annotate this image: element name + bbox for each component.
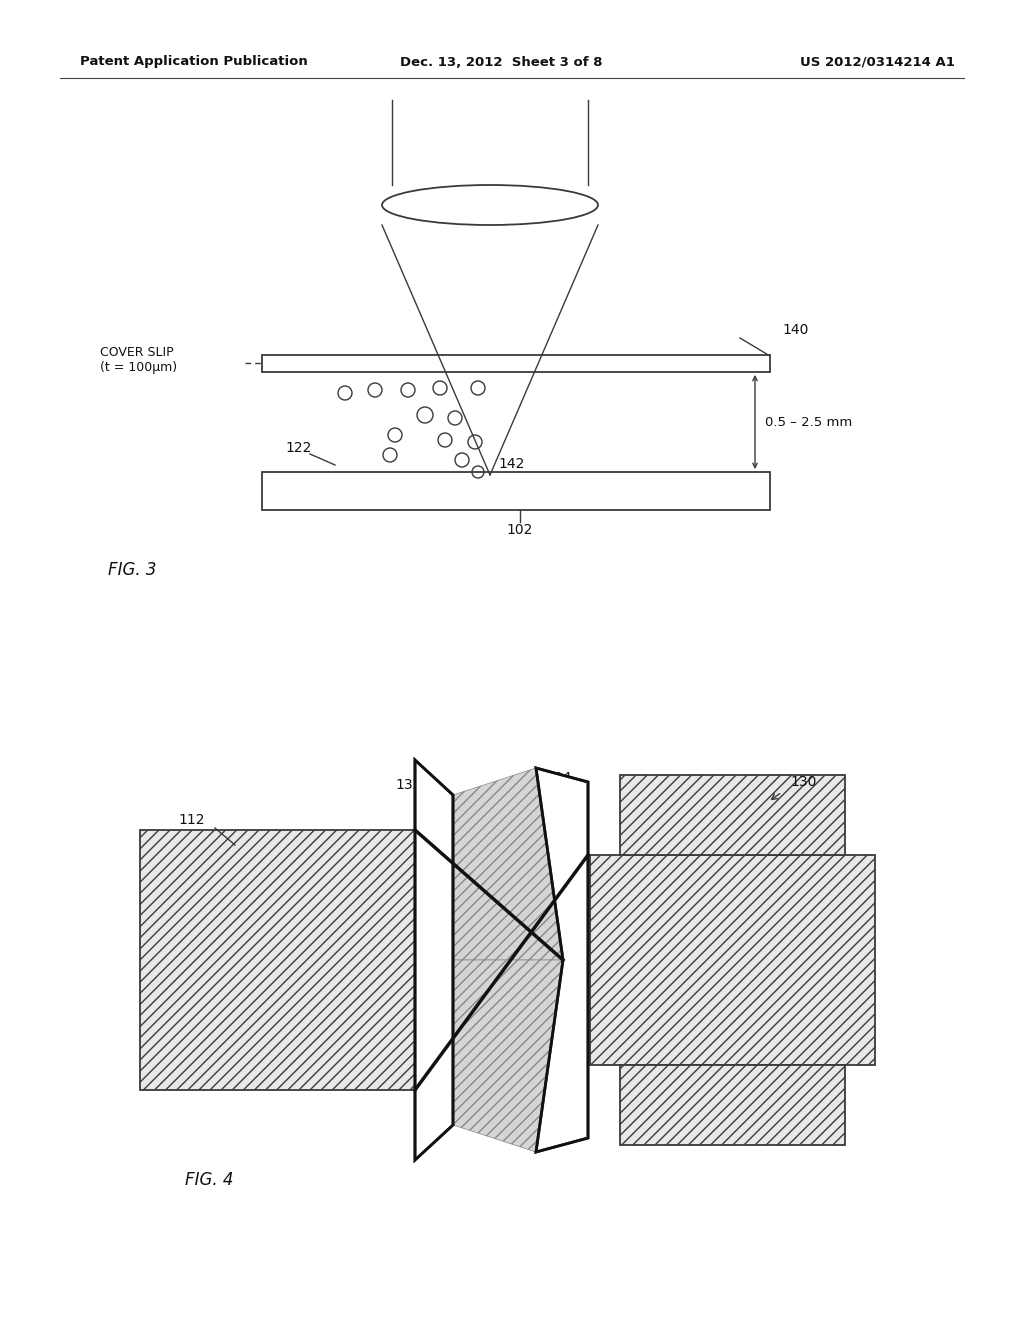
Text: 112: 112 (178, 813, 205, 828)
Bar (620, 1065, 845, 1144)
Bar (590, 855, 874, 1065)
Bar (620, 775, 845, 855)
Text: US 2012/0314214 A1: US 2012/0314214 A1 (800, 55, 954, 69)
Text: 132: 132 (395, 777, 421, 792)
Text: FIG. 4: FIG. 4 (185, 1171, 233, 1189)
Text: Patent Application Publication: Patent Application Publication (80, 55, 308, 69)
Polygon shape (415, 760, 453, 1160)
Text: 140: 140 (782, 323, 808, 337)
Polygon shape (415, 960, 588, 1152)
Text: 134: 134 (545, 771, 571, 785)
Text: 142: 142 (498, 457, 524, 471)
Bar (262, 355, 770, 372)
Polygon shape (415, 768, 588, 960)
Bar (262, 473, 770, 510)
Text: 130: 130 (790, 775, 816, 789)
Text: 0.5 – 2.5 mm: 0.5 – 2.5 mm (765, 416, 852, 429)
Polygon shape (536, 768, 588, 1152)
Text: FIG. 3: FIG. 3 (108, 561, 157, 579)
Bar (140, 830, 415, 1090)
Text: 102: 102 (507, 523, 534, 537)
Text: 122: 122 (285, 441, 311, 455)
Text: (t = 100μm): (t = 100μm) (100, 362, 177, 375)
Text: COVER SLIP: COVER SLIP (100, 346, 174, 359)
Text: Dec. 13, 2012  Sheet 3 of 8: Dec. 13, 2012 Sheet 3 of 8 (400, 55, 602, 69)
